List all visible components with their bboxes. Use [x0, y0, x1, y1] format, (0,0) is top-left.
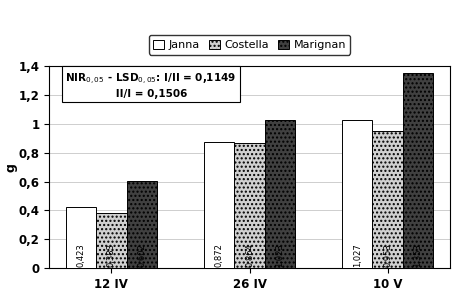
Text: 0,953: 0,953 [383, 243, 392, 267]
Bar [66, 207, 96, 268]
Text: 1,023: 1,023 [276, 243, 285, 267]
Bar [96, 213, 127, 268]
Bar [403, 73, 433, 268]
Y-axis label: g: g [4, 163, 17, 171]
Bar [265, 120, 295, 268]
Bar [234, 143, 265, 268]
Text: 1,353: 1,353 [414, 243, 423, 267]
Bar [127, 181, 157, 268]
Text: 0,383: 0,383 [107, 243, 116, 267]
Text: 1,027: 1,027 [353, 243, 362, 267]
Text: 0,602: 0,602 [137, 243, 146, 267]
Bar [372, 131, 403, 268]
Text: 0,872: 0,872 [215, 243, 224, 267]
Text: NIR$_{0,05}$ - LSD$_{0,05}$: I/II = 0,1149
              II/I = 0,1506: NIR$_{0,05}$ - LSD$_{0,05}$: I/II = 0,11… [65, 72, 237, 99]
Text: 0,423: 0,423 [77, 243, 85, 267]
Legend: Janna, Costella, Marignan: Janna, Costella, Marignan [149, 35, 350, 55]
Bar [204, 142, 234, 268]
Text: 0,864: 0,864 [245, 243, 254, 267]
Bar [342, 120, 372, 268]
